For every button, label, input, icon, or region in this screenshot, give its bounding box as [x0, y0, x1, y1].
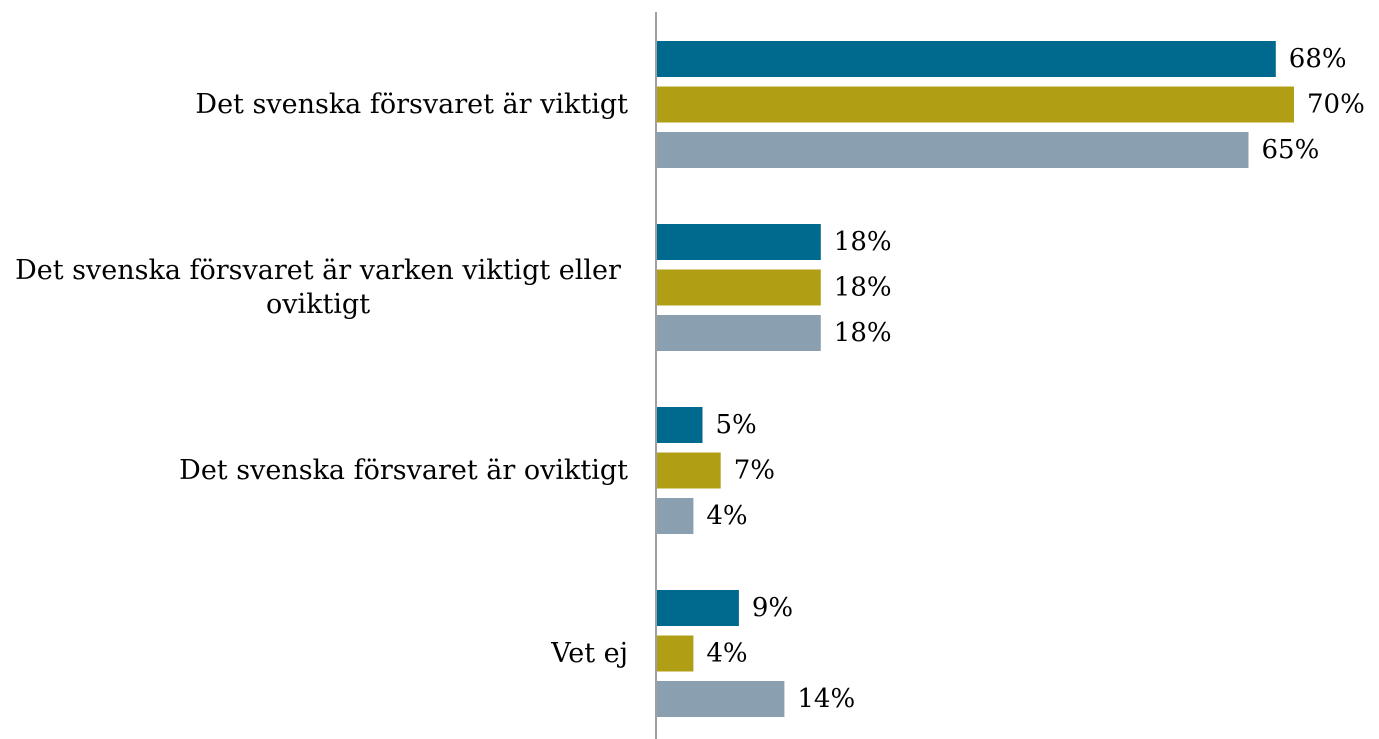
value-label: 14%	[797, 684, 855, 714]
value-label: 65%	[1262, 135, 1320, 165]
bar	[657, 635, 694, 672]
bar	[657, 132, 1249, 168]
bar	[657, 269, 821, 306]
value-label: 18%	[834, 318, 892, 348]
value-label: 70%	[1307, 90, 1365, 120]
bar	[657, 590, 739, 626]
bar	[657, 315, 821, 351]
value-label: 18%	[834, 227, 892, 257]
value-label: 4%	[706, 639, 747, 669]
value-label: 68%	[1289, 44, 1347, 74]
value-label: 9%	[752, 593, 793, 623]
value-label: 5%	[716, 410, 757, 440]
category-label: Det svenska försvaret är oviktigt	[179, 454, 628, 486]
bar	[657, 224, 821, 260]
bar	[657, 681, 785, 717]
bar	[657, 41, 1276, 77]
value-label: 4%	[706, 501, 747, 531]
category-label: Det svenska försvaret är viktigt	[195, 88, 628, 120]
bar	[657, 452, 721, 489]
category-label: Vet ej	[551, 637, 628, 669]
bar	[657, 407, 703, 443]
bar	[657, 498, 694, 534]
value-label: 18%	[834, 273, 892, 303]
bar	[657, 86, 1294, 123]
category-label: Det svenska försvaret är varken viktigt …	[15, 254, 621, 320]
value-label: 7%	[734, 456, 775, 486]
